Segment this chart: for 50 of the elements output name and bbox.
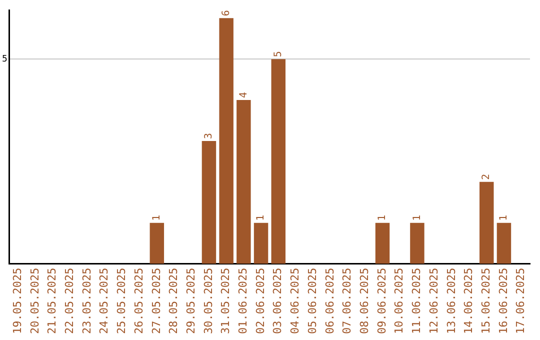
data-label: 5	[272, 51, 284, 58]
x-tick-label: 22.05.2025	[63, 268, 76, 334]
x-tick-label: 19.05.2025	[10, 268, 24, 334]
bar	[480, 182, 494, 264]
x-tick-label: 07.06.2025	[340, 268, 354, 334]
x-tick-label: 12.06.2025	[427, 268, 440, 334]
data-label: 2	[481, 174, 492, 180]
x-tick-label: 25.05.2025	[115, 268, 128, 334]
x-tick-label: 04.06.2025	[288, 268, 302, 334]
bar	[236, 100, 251, 264]
data-label: 1	[412, 214, 423, 221]
x-tick-label: 27.05.2025	[150, 268, 163, 334]
x-tick-label: 21.05.2025	[46, 268, 59, 334]
data-label: 3	[204, 132, 215, 139]
x-tick-label: 23.05.2025	[80, 268, 94, 334]
x-tick-label: 01.06.2025	[236, 268, 250, 334]
bar	[496, 222, 512, 264]
x-tick-label: 08.06.2025	[358, 268, 372, 334]
x-tick-label: 30.05.2025	[202, 268, 215, 334]
x-tick-label: 17.06.2025	[514, 268, 528, 334]
x-tick-label: 29.05.2025	[184, 268, 198, 334]
x-tick-label: 05.06.2025	[306, 268, 319, 334]
x-tick-label: 09.06.2025	[375, 268, 388, 334]
data-label: 6	[220, 10, 232, 16]
x-tick-label: 10.06.2025	[392, 268, 406, 334]
x-tick-label: 03.06.2025	[271, 268, 284, 334]
bar	[271, 59, 286, 264]
x-tick-label: 28.05.2025	[167, 268, 180, 334]
x-tick-label: 16.06.2025	[496, 268, 510, 334]
bar	[219, 18, 234, 264]
data-label: 1	[377, 214, 388, 221]
bar	[254, 222, 268, 264]
x-tick-label: 15.06.2025	[479, 268, 492, 334]
bar	[375, 222, 390, 264]
x-tick-label: 13.06.2025	[444, 268, 458, 334]
data-label: 4	[238, 92, 250, 98]
bar	[150, 222, 164, 264]
x-tick-label: 06.06.2025	[323, 268, 336, 334]
bar	[202, 140, 216, 264]
data-label: 1	[498, 214, 510, 221]
data-label: 1	[152, 214, 163, 221]
x-tick-label: 26.05.2025	[132, 268, 146, 334]
bar	[410, 222, 424, 264]
x-tick-label: 11.06.2025	[410, 268, 424, 334]
x-tick-label: 14.06.2025	[462, 268, 476, 334]
x-tick-label: 20.05.2025	[28, 268, 42, 334]
x-tick-label: 24.05.2025	[98, 268, 111, 334]
x-tick-label: 31.05.2025	[219, 268, 232, 334]
data-label: 1	[256, 214, 267, 221]
x-tick-label: 02.06.2025	[254, 268, 267, 334]
